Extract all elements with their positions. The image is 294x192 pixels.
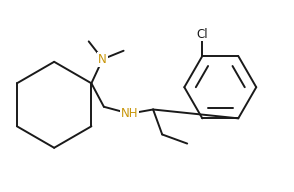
Text: NH: NH (121, 107, 138, 120)
Text: Cl: Cl (196, 28, 208, 41)
Text: N: N (98, 53, 107, 66)
